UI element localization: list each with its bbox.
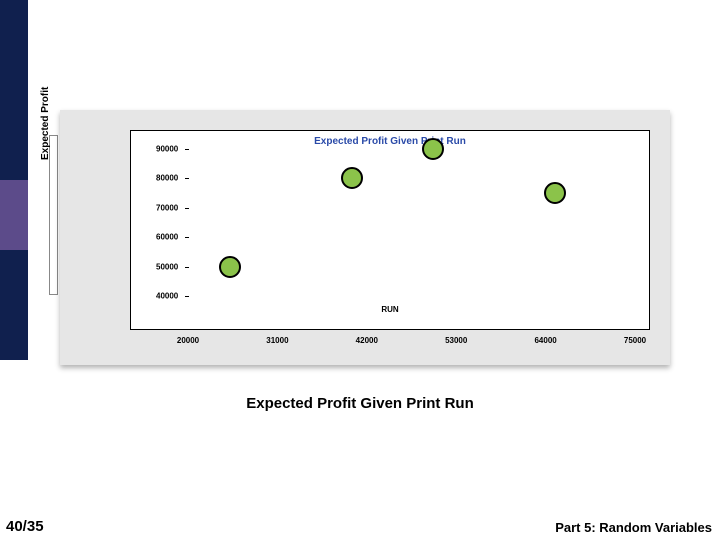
xtick-label: 75000 [624,336,646,345]
ytick [185,178,189,179]
ytick [185,208,189,209]
chart-panel: Expected Profit Given Print Run RUN 4000… [60,110,670,365]
ytick [185,296,189,297]
x-axis-label: RUN [131,305,649,314]
page-number: 40/35 [6,518,44,535]
chart-caption: Expected Profit Given Print Run [0,395,720,412]
ytick-label: 70000 [156,203,178,212]
data-point [544,182,566,204]
ytick-label: 50000 [156,262,178,271]
part-label: Part 5: Random Variables [555,520,712,535]
xtick-label: 31000 [266,336,288,345]
data-point [341,167,363,189]
ytick [185,237,189,238]
ytick [185,267,189,268]
ytick [185,149,189,150]
plot-area: Expected Profit Given Print Run RUN 4000… [130,130,650,330]
y-axis-label-outer: Expected Profit [40,87,51,160]
data-point [422,138,444,160]
ytick-label: 40000 [156,292,178,301]
ytick-label: 60000 [156,233,178,242]
xtick-label: 20000 [177,336,199,345]
sidebar-purple [0,180,28,250]
inner-plot [189,149,634,294]
ytick-label: 90000 [156,145,178,154]
chart-title: Expected Profit Given Print Run [131,136,649,147]
ytick-label: 80000 [156,174,178,183]
xtick-label: 64000 [534,336,556,345]
xtick-label: 53000 [445,336,467,345]
xtick-label: 42000 [356,336,378,345]
footer: 40/35 Part 5: Random Variables [0,510,720,540]
data-point [219,256,241,278]
